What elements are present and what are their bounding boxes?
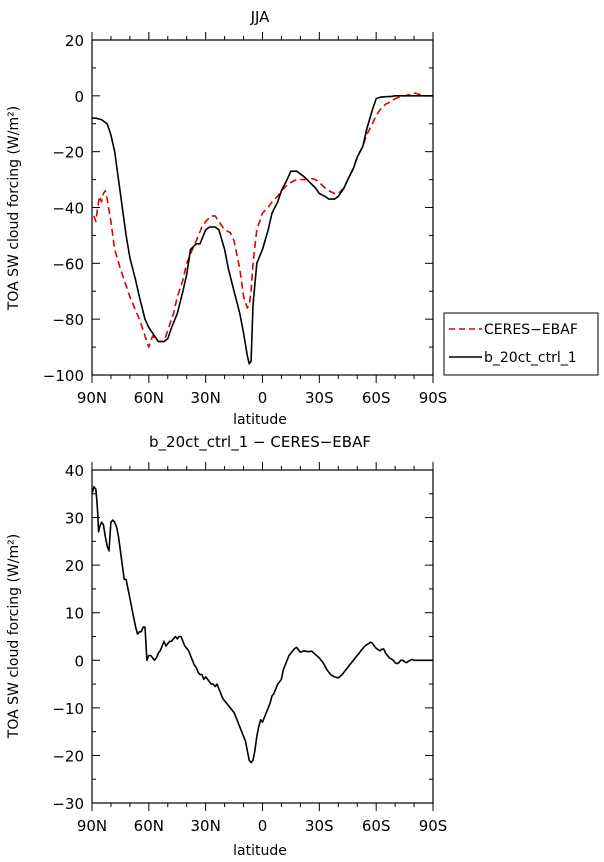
bottom-ytick-label: 0	[74, 652, 84, 670]
bottom-ytick-label: −30	[52, 795, 84, 813]
bottom-xtick-label: 90N	[77, 817, 107, 835]
top-y-axis: −100 −80 −60 −40 −20 0 20	[43, 32, 433, 385]
bottom-series-group	[91, 485, 433, 764]
legend-box	[443, 312, 599, 376]
top-y-axis-label: TOA SW cloud forcing (W/m²)	[6, 106, 22, 311]
top-plot-frame	[91, 39, 434, 376]
bottom-y-axis-label: TOA SW cloud forcing (W/m²)	[6, 534, 22, 739]
top-x-axis-label: latitude	[233, 412, 287, 428]
top-ytick-label: −40	[52, 200, 84, 218]
bottom-plot-frame	[91, 469, 434, 804]
top-xtick-label: 60N	[134, 389, 164, 407]
legend: CERES−EBAF b_20ct_ctrl_1	[443, 312, 599, 376]
top-ytick-label: −100	[43, 367, 84, 385]
top-ytick-label: −80	[52, 311, 84, 329]
top-panel: JJA −100 −80 −60 −40 −20 0 20 90N 60N 30N 0 30S 60S…	[6, 8, 599, 428]
bottom-series-line-difference	[91, 485, 433, 764]
bottom-ytick-label: 30	[65, 510, 84, 528]
bottom-xtick-label: 30S	[305, 817, 334, 835]
top-series-line-b-20ct-ctrl-1	[92, 95, 433, 365]
bottom-x-axis: 90N 60N 30N 0 30S 60S 90S	[77, 462, 447, 835]
top-x-axis: 90N 60N 30N 0 30S 60S 90S	[77, 32, 447, 407]
legend-label-ceres: CERES−EBAF	[484, 322, 578, 338]
top-xtick-label: 0	[258, 389, 268, 407]
top-xtick-label: 90S	[419, 389, 448, 407]
bottom-y-axis: −30 −20 −10 0 10 20 30 40	[52, 462, 433, 813]
top-ytick-label: 20	[65, 32, 84, 50]
bottom-panel: b_20ct_ctrl_1 − CERES−EBAF −30 −20 −10 0 10 2…	[6, 433, 447, 859]
top-xtick-label: 90N	[77, 389, 107, 407]
top-ytick-label: 0	[74, 88, 84, 106]
bottom-xtick-label: 0	[258, 817, 268, 835]
top-xtick-label: 30S	[305, 389, 334, 407]
top-ytick-label: −20	[52, 144, 84, 162]
legend-label-model: b_20ct_ctrl_1	[484, 350, 577, 366]
bottom-ytick-label: 20	[65, 557, 84, 575]
top-series-group	[92, 92, 433, 365]
bottom-ytick-label: −10	[52, 700, 84, 718]
bottom-ytick-label: 10	[65, 605, 84, 623]
bottom-xtick-label: 90S	[419, 817, 448, 835]
bottom-ytick-label: −20	[52, 747, 84, 765]
bottom-ytick-label: 40	[65, 462, 84, 480]
bottom-title: b_20ct_ctrl_1 − CERES−EBAF	[149, 433, 371, 452]
bottom-xtick-label: 60N	[134, 817, 164, 835]
top-series-line-ceres-ebaf	[93, 92, 433, 348]
top-ytick-label: −60	[52, 255, 84, 273]
bottom-xtick-label: 30N	[191, 817, 221, 835]
bottom-xtick-label: 60S	[362, 817, 391, 835]
top-xtick-label: 30N	[191, 389, 221, 407]
top-title: JJA	[250, 8, 271, 26]
bottom-x-axis-label: latitude	[233, 843, 287, 859]
top-xtick-label: 60S	[362, 389, 391, 407]
